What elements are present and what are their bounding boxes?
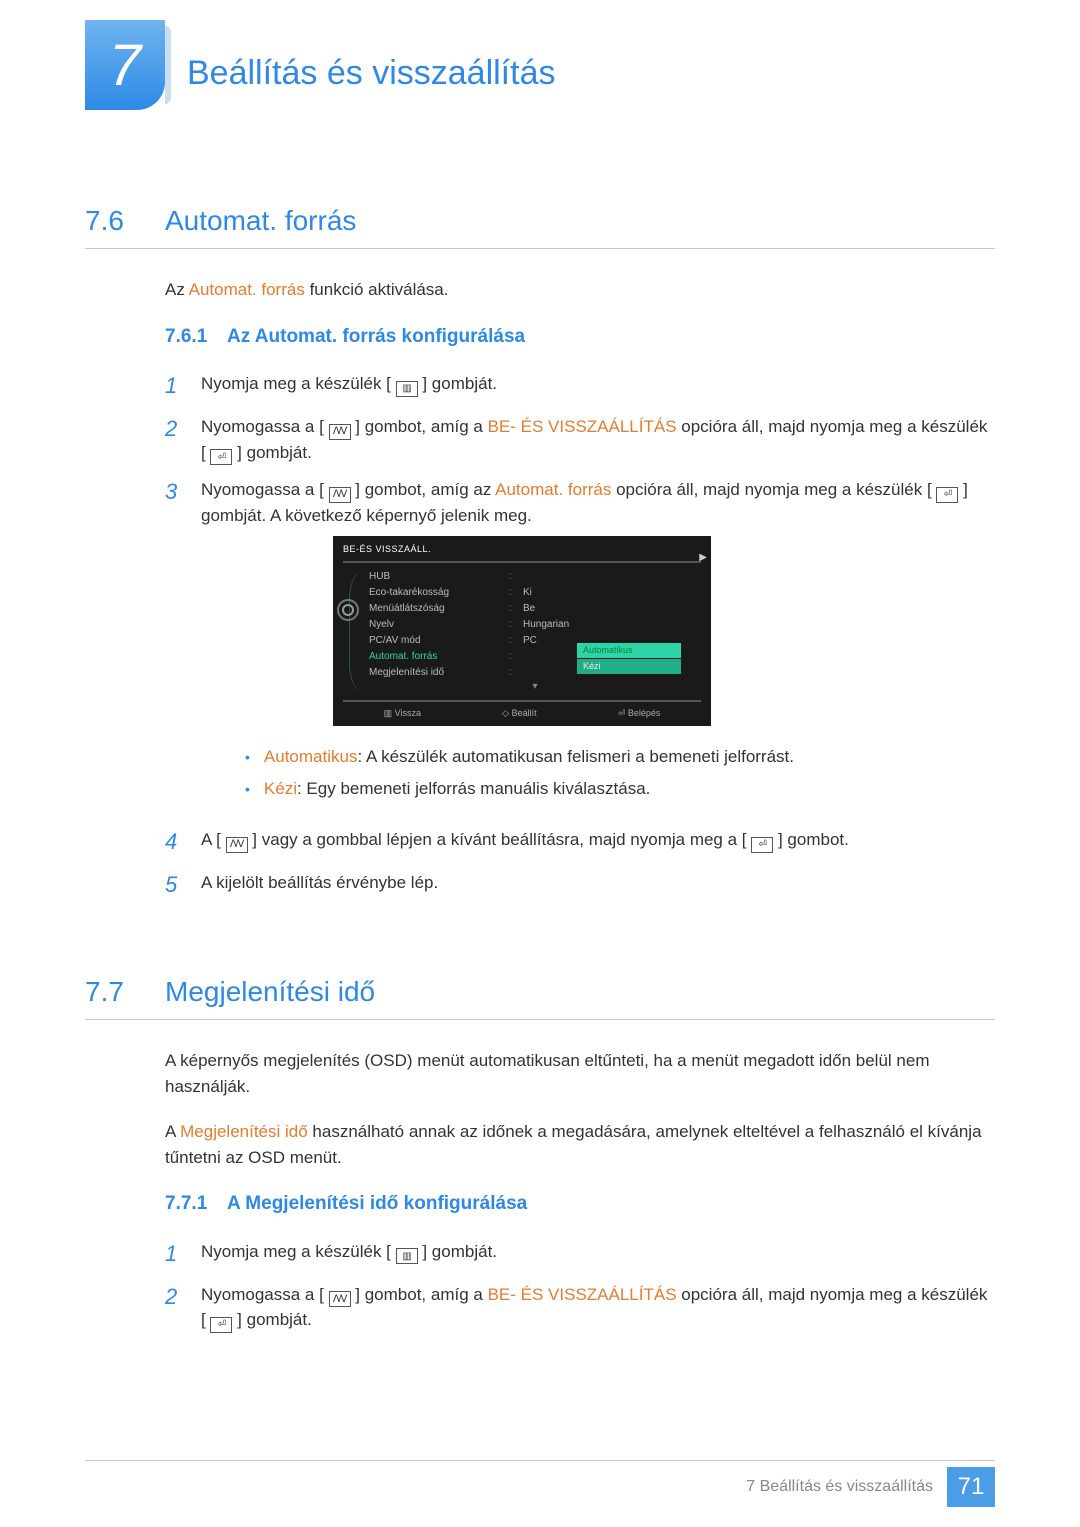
step-number: 2 bbox=[165, 412, 201, 465]
updown-icon: ᐱ/ᐯ bbox=[329, 424, 351, 440]
footer-label: 7 Beállítás és visszaállítás bbox=[746, 1475, 933, 1499]
step-number: 5 bbox=[165, 868, 201, 901]
osd-title: BE-ÉS VISSZAÁLL. bbox=[343, 543, 701, 557]
step-number: 2 bbox=[165, 1280, 201, 1333]
step-number: 1 bbox=[165, 1237, 201, 1270]
osd-row: Menüátlátszóság:Be bbox=[369, 601, 701, 617]
highlight-text: Automat. forrás bbox=[495, 480, 611, 499]
subsection-heading-7-7-1: 7.7.1 A Megjelenítési idő konfigurálása bbox=[165, 1190, 995, 1219]
step-2: 2 Nyomogassa a [ ᐱ/ᐯ ] gombot, amíg a BE… bbox=[165, 412, 995, 465]
section-heading-7-6: 7.6 Automat. forrás bbox=[85, 200, 995, 249]
page-number: 71 bbox=[947, 1467, 995, 1507]
subsection-title: A Megjelenítési idő konfigurálása bbox=[227, 1190, 527, 1219]
menu-icon: ▥ bbox=[396, 381, 418, 397]
step-number: 1 bbox=[165, 369, 201, 402]
step-number: 3 bbox=[165, 475, 201, 815]
subsection-title: Az Automat. forrás konfigurálása bbox=[227, 323, 525, 352]
page-footer: 7 Beállítás és visszaállítás 71 bbox=[85, 1460, 995, 1507]
enter-icon: ⏎ bbox=[210, 1317, 232, 1333]
step-4: 4 A [ ᐱ/ᐯ ] vagy a gombbal lépjen a kívá… bbox=[165, 825, 995, 858]
osd-footer: ▥ Vissza ◇ Beállít ⏎ Belépés bbox=[343, 702, 701, 723]
section-heading-7-7: 7.7 Megjelenítési idő bbox=[85, 971, 995, 1020]
arc-decoration bbox=[349, 571, 363, 692]
page-header: 7 Beállítás és visszaállítás bbox=[85, 20, 995, 110]
step-1: 1 Nyomja meg a készülék [ ▥ ] gombját. bbox=[165, 369, 995, 402]
section-number: 7.7 bbox=[85, 971, 165, 1013]
subsection-heading-7-6-1: 7.6.1 Az Automat. forrás konfigurálása bbox=[165, 323, 995, 352]
step-3: 3 Nyomogassa a [ ᐱ/ᐯ ] gombot, amíg az A… bbox=[165, 475, 995, 815]
osd-option-auto: Automatikus bbox=[577, 643, 681, 659]
section-number: 7.6 bbox=[85, 200, 165, 242]
bullet-manual: Kézi: Egy bemeneti jelforrás manuális ki… bbox=[245, 776, 995, 802]
step-1: 1 Nyomja meg a készülék [ ▥ ] gombját. bbox=[165, 1237, 995, 1270]
subsection-number: 7.7.1 bbox=[165, 1190, 227, 1219]
osd-back: ▥ Vissza bbox=[384, 707, 421, 721]
osd-enter: ⏎ Belépés bbox=[618, 707, 661, 721]
arrow-down-icon: ▾ bbox=[369, 679, 701, 694]
osd-option-manual: Kézi bbox=[577, 659, 681, 675]
updown-icon: ᐱ/ᐯ bbox=[329, 1291, 351, 1307]
highlight-text: Megjelenítési idő bbox=[180, 1122, 308, 1141]
paragraph: A képernyős megjelenítés (OSD) menüt aut… bbox=[165, 1048, 995, 1099]
enter-icon: ⏎ bbox=[751, 837, 773, 853]
highlight-text: BE- ÉS VISSZAÁLLÍTÁS bbox=[488, 417, 677, 436]
chapter-number-badge: 7 bbox=[85, 20, 165, 110]
highlight-text: BE- ÉS VISSZAÁLLÍTÁS bbox=[488, 1285, 677, 1304]
section-title: Megjelenítési idő bbox=[165, 971, 375, 1013]
step-5: 5 A kijelölt beállítás érvénybe lép. bbox=[165, 868, 995, 901]
updown-icon: ᐱ/ᐯ bbox=[329, 487, 351, 503]
section-title: Automat. forrás bbox=[165, 200, 356, 242]
osd-screenshot: BE-ÉS VISSZAÁLL. ▶ HUB:Eco-takarékosság:… bbox=[333, 536, 711, 726]
enter-icon: ⏎ bbox=[210, 449, 232, 465]
subsection-number: 7.6.1 bbox=[165, 323, 227, 352]
osd-row: Eco-takarékosság:Ki bbox=[369, 585, 701, 601]
step-number: 4 bbox=[165, 825, 201, 858]
osd-adjust: ◇ Beállít bbox=[502, 707, 536, 721]
intro-text: Az Automat. forrás funkció aktiválása. bbox=[165, 277, 995, 303]
bullet-auto: Automatikus: A készülék automatikusan fe… bbox=[245, 744, 995, 770]
paragraph: A Megjelenítési idő használható annak az… bbox=[165, 1119, 995, 1170]
highlight-text: Automat. forrás bbox=[189, 280, 305, 299]
menu-icon: ▥ bbox=[396, 1248, 418, 1264]
osd-row: HUB: bbox=[369, 569, 701, 585]
enter-icon: ⏎ bbox=[936, 487, 958, 503]
step-2: 2 Nyomogassa a [ ᐱ/ᐯ ] gombot, amíg a BE… bbox=[165, 1280, 995, 1333]
updown-icon: ᐱ/ᐯ bbox=[226, 837, 248, 853]
chapter-title: Beállítás és visszaállítás bbox=[187, 20, 556, 99]
osd-row: Nyelv:Hungarian bbox=[369, 617, 701, 633]
